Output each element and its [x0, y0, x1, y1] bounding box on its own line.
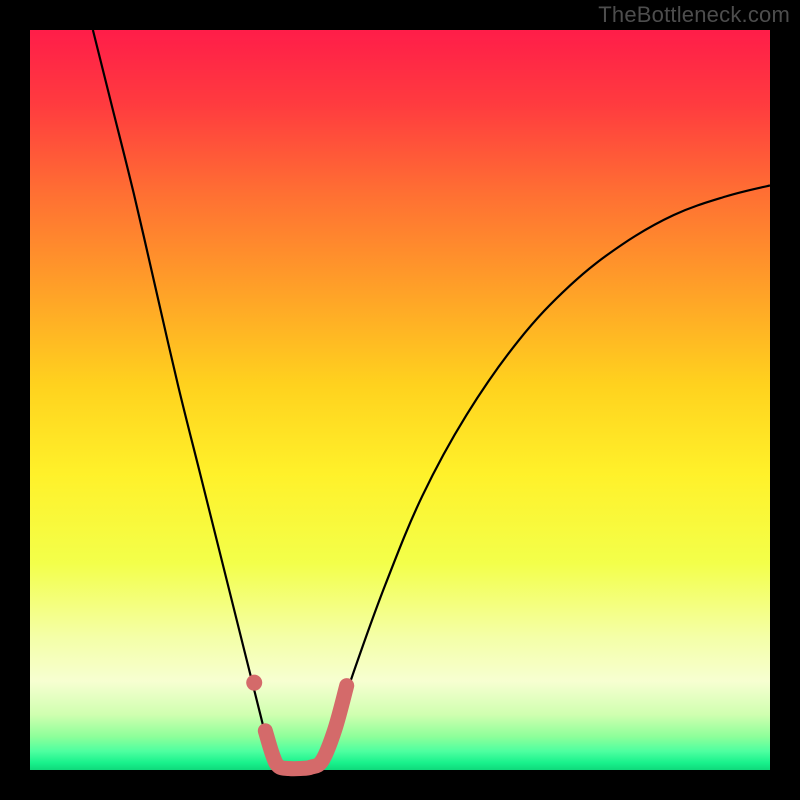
watermark-text: TheBottleneck.com	[598, 2, 790, 28]
chart-frame: TheBottleneck.com	[0, 0, 800, 800]
plot-background	[30, 30, 770, 770]
bottleneck-chart	[0, 0, 800, 800]
optimal-zone-start-dot	[246, 675, 262, 691]
